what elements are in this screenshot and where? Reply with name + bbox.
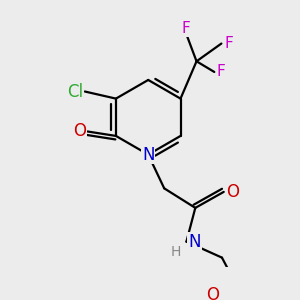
Text: O: O	[206, 286, 219, 300]
Text: N: N	[188, 232, 201, 250]
Text: F: F	[182, 21, 190, 36]
Text: O: O	[226, 183, 239, 201]
Text: F: F	[224, 36, 233, 51]
Text: O: O	[73, 122, 86, 140]
Text: N: N	[142, 146, 155, 164]
Text: Cl: Cl	[67, 82, 83, 100]
Text: H: H	[171, 245, 181, 259]
Text: F: F	[217, 64, 226, 80]
